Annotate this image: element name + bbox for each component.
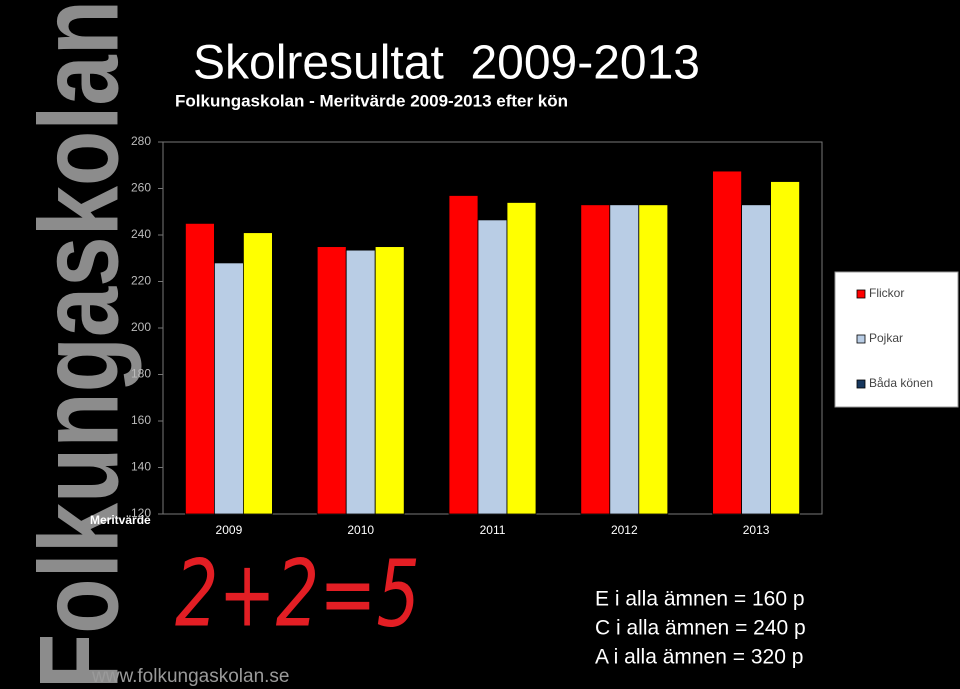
y-tick-label: 280 — [131, 134, 151, 148]
x-tick-label: 2010 — [347, 523, 374, 537]
bar — [741, 204, 771, 515]
bar — [609, 204, 640, 515]
y-tick-label: 200 — [131, 320, 151, 334]
slide-heading: Skolresultat 2009-2013 — [193, 37, 700, 90]
legend-swatch — [856, 379, 866, 389]
legend-swatch — [856, 289, 866, 299]
note: C i alla ämnen = 240 p — [595, 617, 806, 640]
x-tick-label: 2012 — [611, 523, 638, 537]
website: www.folkungaskolan.se — [91, 666, 290, 687]
chart-title: Folkungaskolan - Meritvärde 2009-2013 ef… — [175, 91, 568, 110]
bar — [477, 219, 508, 515]
handwriting: 2+2=5 — [175, 540, 420, 647]
bar — [214, 262, 244, 515]
legend-swatch — [856, 334, 866, 344]
x-tick-label: 2009 — [216, 523, 243, 537]
bar — [316, 246, 347, 515]
note: E i alla ämnen = 160 p — [595, 588, 805, 611]
legend-label: Pojkar — [869, 331, 903, 345]
y-tick-label: 240 — [131, 227, 151, 241]
bar — [770, 181, 800, 515]
legend-box — [834, 271, 959, 408]
y-tick-label: 260 — [131, 181, 151, 195]
bar — [638, 204, 669, 515]
side-text: Folkungaskolan — [17, 0, 142, 689]
bar — [580, 204, 611, 515]
y-tick-label: 160 — [131, 413, 151, 427]
y-tick-label: 180 — [131, 367, 151, 381]
bar — [374, 246, 405, 515]
note: A i alla ämnen = 320 p — [595, 646, 803, 669]
bar — [506, 202, 537, 515]
bar — [448, 195, 479, 515]
y-tick-label: 220 — [131, 274, 151, 288]
legend-label: Flickor — [869, 286, 904, 300]
legend-label: Båda könen — [869, 376, 933, 390]
bar — [345, 249, 376, 515]
x-tick-label: 2011 — [480, 523, 506, 537]
bar — [712, 170, 743, 515]
y-axis-label: Meritvärde — [90, 513, 151, 527]
y-tick-label: 140 — [131, 460, 151, 474]
y-tick-label: 120 — [131, 506, 151, 520]
x-tick-label: 2013 — [743, 523, 770, 537]
bar — [185, 222, 215, 515]
bar — [242, 232, 273, 515]
